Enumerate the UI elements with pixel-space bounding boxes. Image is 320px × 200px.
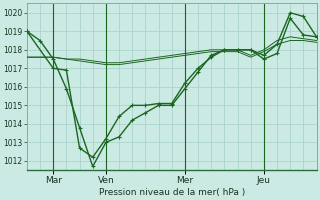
X-axis label: Pression niveau de la mer( hPa ): Pression niveau de la mer( hPa ) [99,188,245,197]
